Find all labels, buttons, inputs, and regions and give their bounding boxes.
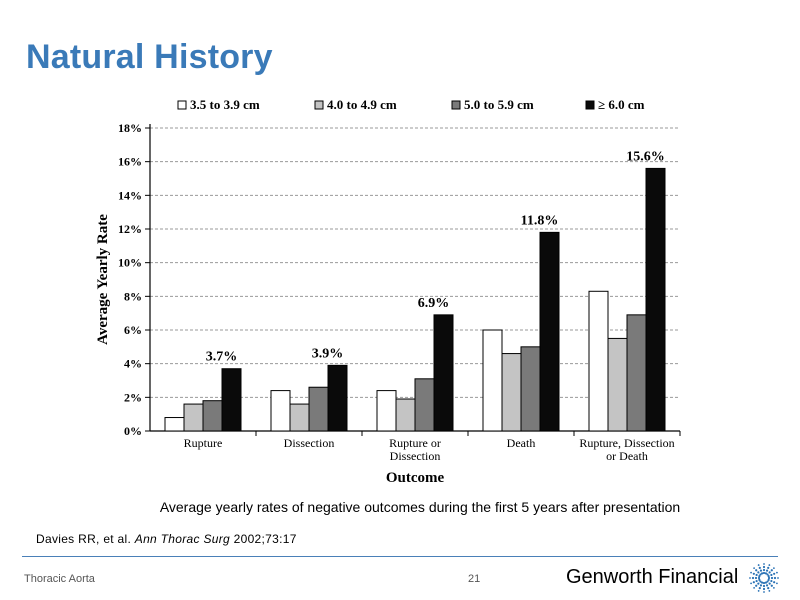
legend-swatch <box>177 100 187 110</box>
bar-chart: 0% 2% 4% 6% 8% 10% 12% 14% 16% 18% 3.7% Rupture 3.9%… <box>95 97 681 486</box>
bar <box>414 378 435 432</box>
bar <box>270 390 291 432</box>
slide-title: Natural History <box>26 38 273 76</box>
y-tick-label: 10% <box>118 256 142 270</box>
y-tick-label: 0% <box>124 424 142 438</box>
x-tick-label: Dissection <box>284 436 335 450</box>
x-tick-label: Death <box>507 436 536 450</box>
data-label: 15.6% <box>626 149 665 164</box>
data-label: 6.9% <box>418 296 450 311</box>
bar <box>202 400 223 432</box>
bar <box>607 337 628 432</box>
citation-authors: Davies RR, et al. <box>36 532 132 546</box>
x-tick-label: Dissection <box>390 449 441 463</box>
y-tick-label: 14% <box>118 188 142 202</box>
legend-swatch <box>314 100 324 110</box>
legend-swatch <box>585 100 595 110</box>
bar <box>183 403 204 432</box>
x-axis-label: Outcome <box>386 470 445 486</box>
x-tick-label: Rupture, Dissection <box>579 436 674 450</box>
citation: Davies RR, et al. Ann Thorac Surg 2002;7… <box>36 532 297 546</box>
bar <box>501 353 522 432</box>
x-tick-label: Rupture or <box>389 436 441 450</box>
bar <box>539 231 560 432</box>
y-tick-label: 12% <box>118 222 142 236</box>
bar <box>164 417 185 432</box>
data-label: 11.8% <box>521 213 559 228</box>
page-number: 21 <box>468 573 481 585</box>
y-tick-label: 18% <box>118 121 142 135</box>
bar <box>520 346 541 432</box>
bar <box>289 403 310 432</box>
footer-divider <box>22 556 778 557</box>
company-logo-text: Genworth Financial <box>566 566 739 588</box>
citation-journal: Ann Thorac Surg <box>134 532 230 546</box>
legend-label: ≥ 6.0 cm <box>598 97 645 112</box>
bar <box>433 314 454 432</box>
bar <box>221 368 242 432</box>
bar <box>376 390 397 432</box>
y-tick-label: 16% <box>118 155 142 169</box>
bar <box>645 167 666 432</box>
x-tick-label: Rupture <box>184 436 223 450</box>
legend-label: 5.0 to 5.9 cm <box>464 97 534 112</box>
legend-label: 4.0 to 4.9 cm <box>327 97 397 112</box>
legend-label: 3.5 to 3.9 cm <box>190 97 260 112</box>
starburst-icon <box>749 563 779 593</box>
y-axis-label: Average Yearly Rate <box>95 214 111 345</box>
y-tick-label: 4% <box>124 357 142 371</box>
bar <box>482 329 503 432</box>
x-tick-label: or Death <box>606 449 648 463</box>
footer-section-label: Thoracic Aorta <box>24 573 95 585</box>
bar <box>588 290 609 432</box>
bar <box>395 398 416 432</box>
y-tick-label: 2% <box>124 390 142 404</box>
data-label: 3.9% <box>312 346 344 361</box>
bar <box>626 314 647 432</box>
y-tick-label: 8% <box>124 289 142 303</box>
data-label: 3.7% <box>206 350 238 365</box>
chart-caption: Average yearly rates of negative outcome… <box>159 499 681 515</box>
bar <box>308 386 329 432</box>
citation-details: 2002;73:17 <box>233 532 297 546</box>
bar <box>327 364 348 432</box>
y-tick-label: 6% <box>124 323 142 337</box>
legend-swatch <box>451 100 461 110</box>
